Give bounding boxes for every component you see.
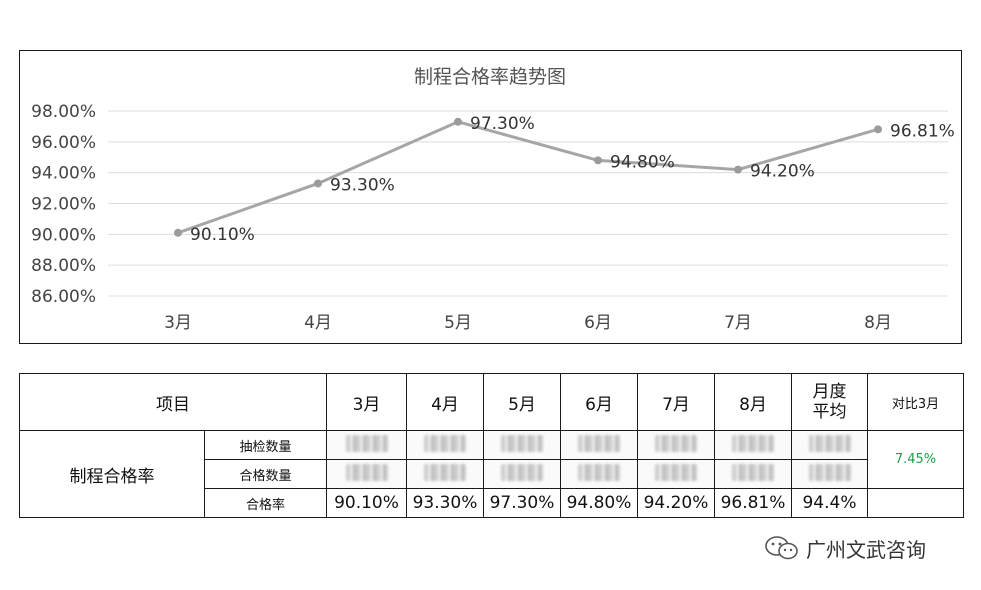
header-compare: 对比3月 — [867, 373, 964, 431]
line-chart: 制程合格率趋势图 98.00% 96.00% 94.00% 92.00% 90.00% 8… — [31, 66, 955, 333]
header-month: 6月 — [560, 373, 638, 431]
rate-cell: 90.10% — [326, 488, 407, 518]
data-label: 97.30% — [470, 114, 535, 134]
blurred-cell — [483, 430, 561, 460]
blurred-cell — [483, 459, 561, 489]
y-tick-label: 94.00% — [31, 164, 96, 184]
y-tick-label: 96.00% — [31, 133, 96, 153]
y-tick-label: 90.00% — [31, 225, 96, 245]
blurred-cell — [560, 459, 638, 489]
x-tick-label: 5月 — [444, 313, 472, 333]
rate-cell: 94.20% — [637, 488, 715, 518]
y-tick-label: 98.00% — [31, 102, 96, 122]
rate-cell-average: 94.4% — [791, 488, 868, 518]
rate-cell: 97.30% — [483, 488, 561, 518]
y-tick-label: 92.00% — [31, 195, 96, 215]
series-line — [177, 120, 879, 235]
data-label: 96.81% — [890, 121, 955, 141]
blurred-cell — [791, 459, 868, 489]
compare-value: 7.45% — [867, 430, 964, 489]
blurred-cell — [714, 459, 792, 489]
data-point — [454, 117, 462, 126]
table-row: 合格数量 — [20, 459, 964, 489]
x-tick-label: 3月 — [164, 313, 192, 333]
table-row: 合格率 90.10% 93.30% 97.30% 94.80% 94.20% 9… — [20, 488, 964, 518]
header-item: 项目 — [19, 373, 327, 431]
y-tick-label: 88.00% — [31, 256, 96, 276]
stats-table: 项目 3月 4月 5月 6月 7月 8月 月度平均 对比3月 制程合格率 抽检数… — [19, 373, 964, 518]
data-point — [594, 156, 602, 165]
data-point — [174, 228, 182, 237]
month-average-label: 月度平均 — [812, 382, 847, 422]
blurred-cell — [714, 430, 792, 460]
x-tick-label: 4月 — [304, 313, 332, 333]
blurred-cell — [637, 459, 715, 489]
header-month: 7月 — [637, 373, 715, 431]
blurred-cell — [326, 459, 407, 489]
blurred-cell — [791, 430, 868, 460]
header-month: 3月 — [326, 373, 407, 431]
chart-container: 制程合格率趋势图 98.00% 96.00% 94.00% 92.00% 90.00% 8… — [19, 50, 962, 344]
x-tick-label: 8月 — [864, 313, 892, 333]
data-label: 93.30% — [330, 175, 395, 195]
row-label: 合格率 — [204, 488, 327, 518]
blurred-cell — [406, 430, 484, 460]
row-label: 抽检数量 — [204, 430, 327, 460]
chart-title: 制程合格率趋势图 — [414, 66, 566, 88]
blurred-cell — [326, 430, 407, 460]
x-tick-label: 6月 — [584, 313, 612, 333]
x-tick-label: 7月 — [724, 313, 752, 333]
blurred-cell — [560, 430, 638, 460]
blurred-cell — [637, 430, 715, 460]
data-point — [314, 179, 322, 188]
data-label: 94.20% — [750, 162, 815, 182]
data-label: 94.80% — [610, 152, 675, 172]
header-month: 8月 — [714, 373, 792, 431]
y-tick-label: 86.00% — [31, 287, 96, 307]
data-point — [734, 165, 742, 174]
watermark: 广州文武咨询 — [764, 535, 926, 562]
header-month: 5月 — [483, 373, 561, 431]
empty-cell — [867, 488, 964, 518]
header-month-average: 月度平均 — [791, 373, 868, 431]
table-row: 制程合格率 抽检数量 7.45% — [19, 430, 964, 518]
rate-cell: 93.30% — [406, 488, 484, 518]
data-label: 90.10% — [190, 225, 255, 245]
rate-cell: 96.81% — [714, 488, 792, 518]
blurred-cell — [406, 459, 484, 489]
data-point — [874, 125, 882, 134]
group-label: 制程合格率 — [19, 430, 205, 518]
row-label: 合格数量 — [204, 459, 327, 489]
rate-cell: 94.80% — [560, 488, 638, 518]
watermark-text: 广州文武咨询 — [806, 537, 926, 562]
header-month: 4月 — [406, 373, 484, 431]
wechat-icon — [765, 536, 798, 560]
